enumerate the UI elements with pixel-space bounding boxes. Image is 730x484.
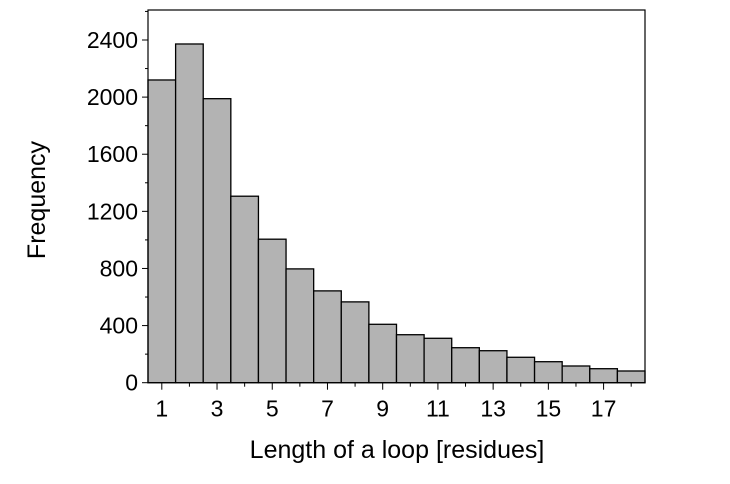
bars	[147, 43, 646, 384]
bar-17	[589, 368, 619, 384]
bar-1	[147, 79, 177, 384]
x-tick-label: 3	[211, 396, 224, 422]
bar-2	[174, 43, 204, 384]
bar-12	[451, 347, 480, 384]
x-tick-label: 11	[426, 396, 450, 422]
bar-8	[340, 301, 370, 384]
y-tick-label: 1200	[87, 198, 138, 224]
y-tick-label: 2000	[87, 84, 138, 110]
x-tick-label: 9	[376, 396, 389, 422]
bar-18	[616, 370, 646, 384]
bar-7	[313, 290, 342, 384]
bar-3	[202, 98, 232, 384]
x-tick-label: 5	[266, 396, 279, 422]
y-tick-label: 800	[100, 255, 138, 281]
y-axis-label: Frequency	[23, 140, 51, 259]
bar-14	[506, 356, 536, 384]
x-tick-label: 13	[480, 396, 506, 422]
y-tick-label: 2400	[87, 27, 138, 53]
bar-6	[285, 268, 315, 384]
x-tick-label: 17	[591, 396, 617, 422]
plot-frame	[147, 9, 646, 384]
y-tick-label: 1600	[87, 141, 138, 167]
bar-9	[368, 323, 398, 384]
x-tick-label: 15	[536, 396, 562, 422]
x-axis-label: Length of a loop [residues]	[250, 436, 545, 464]
bar-15	[533, 361, 563, 384]
x-tick-label: 1	[155, 396, 168, 422]
x-tick-label: 7	[321, 396, 334, 422]
bar-10	[395, 334, 425, 384]
y-tick-label: 0	[125, 370, 138, 396]
bar-13	[478, 350, 508, 384]
y-tick-label: 400	[100, 313, 138, 339]
bar-16	[561, 365, 591, 384]
bar-11	[423, 337, 453, 384]
bar-4	[230, 195, 260, 384]
bar-5	[257, 238, 287, 384]
